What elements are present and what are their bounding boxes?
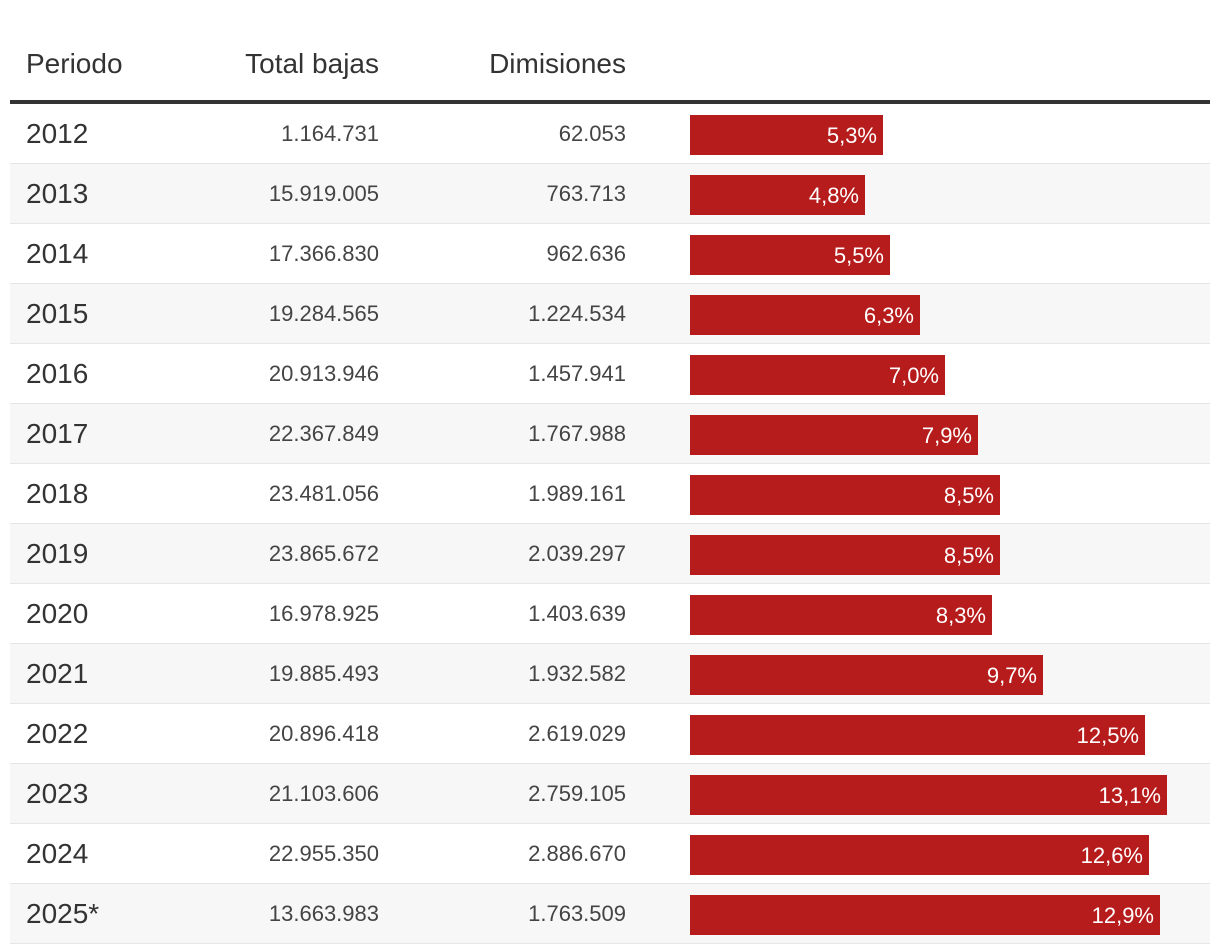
- table-row: 2023 21.103.606 2.759.105 13,1%: [10, 764, 1210, 824]
- period-cell: 2018: [26, 478, 89, 509]
- table-row: 2019 23.865.672 2.039.297 8,5%: [10, 524, 1210, 584]
- total-bajas-cell: 22.367.849: [268, 421, 379, 446]
- table-row: 2022 20.896.418 2.619.029 12,5%: [10, 704, 1210, 764]
- table-row: 2024 22.955.350 2.886.670 12,6%: [10, 824, 1210, 884]
- total-bajas-cell: 23.865.672: [268, 541, 379, 566]
- pct-bar-label: 8,5%: [943, 543, 994, 568]
- total-bajas-cell: 15.919.005: [268, 181, 379, 206]
- period-cell: 2012: [26, 118, 89, 149]
- table-header: Periodo Total bajas Dimisiones: [10, 0, 1210, 104]
- dimisiones-cell: 2.039.297: [528, 541, 626, 566]
- period-cell: 2020: [26, 598, 89, 629]
- period-cell: 2015: [26, 298, 89, 329]
- dimisiones-cell: 62.053: [558, 121, 626, 146]
- total-bajas-cell: 20.896.418: [268, 721, 379, 746]
- pct-bar-label: 12,5%: [1076, 723, 1139, 748]
- pct-bar: 8,3%: [690, 595, 992, 635]
- dimisiones-cell: 1.989.161: [528, 481, 626, 506]
- total-bajas-cell: 19.284.565: [268, 301, 379, 326]
- dimisiones-cell: 1.767.988: [528, 421, 626, 446]
- pct-bar-label: 6,3%: [863, 303, 914, 328]
- pct-bar: 9,7%: [690, 655, 1043, 695]
- pct-bar: 6,3%: [690, 295, 920, 335]
- pct-bar-label: 7,9%: [921, 423, 972, 448]
- pct-bar: 12,6%: [690, 835, 1149, 875]
- total-bajas-cell: 16.978.925: [268, 601, 379, 626]
- pct-bar-label: 4,8%: [808, 183, 859, 208]
- pct-bar: 5,5%: [690, 235, 890, 275]
- total-bajas-cell: 21.103.606: [268, 781, 379, 806]
- pct-bar: 5,3%: [690, 115, 883, 155]
- period-cell: 2022: [26, 718, 89, 749]
- period-cell: 2013: [26, 178, 89, 209]
- table-row: 2018 23.481.056 1.989.161 8,5%: [10, 464, 1210, 524]
- dimisiones-cell: 1.763.509: [528, 901, 626, 926]
- period-cell: 2021: [26, 658, 89, 689]
- table-row: 2025* 13.663.983 1.763.509 12,9%: [10, 884, 1210, 944]
- dimisiones-cell: 763.713: [546, 181, 626, 206]
- pct-bar-label: 9,7%: [986, 663, 1037, 688]
- header-period: Periodo: [26, 48, 123, 79]
- total-bajas-cell: 19.885.493: [268, 661, 379, 686]
- table-row: 2020 16.978.925 1.403.639 8,3%: [10, 584, 1210, 644]
- total-bajas-cell: 20.913.946: [268, 361, 379, 386]
- table-row: 2012 1.164.731 62.053 5,3%: [10, 104, 1210, 164]
- table-row: 2013 15.919.005 763.713 4,8%: [10, 164, 1210, 224]
- header-dimisiones: Dimisiones: [489, 48, 626, 79]
- period-cell: 2017: [26, 418, 89, 449]
- dimisiones-cell: 1.224.534: [528, 301, 626, 326]
- pct-bar: 12,9%: [690, 895, 1160, 935]
- total-bajas-cell: 1.164.731: [281, 121, 379, 146]
- pct-bar: 4,8%: [690, 175, 865, 215]
- table-row: 2015 19.284.565 1.224.534 6,3%: [10, 284, 1210, 344]
- pct-bar: 13,1%: [690, 775, 1167, 815]
- table-row: 2016 20.913.946 1.457.941 7,0%: [10, 344, 1210, 404]
- pct-bar-label: 12,9%: [1091, 903, 1154, 928]
- pct-bar: 8,5%: [690, 535, 1000, 575]
- header-total-bajas: Total bajas: [245, 48, 379, 79]
- table-row: 2014 17.366.830 962.636 5,5%: [10, 224, 1210, 284]
- dimisiones-cell: 1.403.639: [528, 601, 626, 626]
- pct-bar: 7,0%: [690, 355, 945, 395]
- pct-bar: 7,9%: [690, 415, 978, 455]
- total-bajas-cell: 23.481.056: [268, 481, 379, 506]
- pct-bar-label: 8,5%: [943, 483, 994, 508]
- dimisiones-cell: 1.932.582: [528, 661, 626, 686]
- dimisiones-cell: 1.457.941: [528, 361, 626, 386]
- total-bajas-cell: 22.955.350: [268, 841, 379, 866]
- period-cell: 2024: [26, 838, 89, 869]
- pct-bar-label: 8,3%: [935, 603, 986, 628]
- period-cell: 2025*: [26, 898, 100, 929]
- period-cell: 2014: [26, 238, 89, 269]
- pct-bar-label: 7,0%: [888, 363, 939, 388]
- table-row: 2021 19.885.493 1.932.582 9,7%: [10, 644, 1210, 704]
- pct-bar: 12,5%: [690, 715, 1145, 755]
- pct-bar-label: 13,1%: [1098, 783, 1161, 808]
- pct-bar: 8,5%: [690, 475, 1000, 515]
- dimisiones-cell: 2.619.029: [528, 721, 626, 746]
- period-cell: 2023: [26, 778, 89, 809]
- dimisiones-cell: 2.759.105: [528, 781, 626, 806]
- total-bajas-cell: 13.663.983: [268, 901, 379, 926]
- pct-bar-label: 5,5%: [833, 243, 884, 268]
- pct-bar-label: 5,3%: [826, 123, 877, 148]
- dimisiones-cell: 2.886.670: [528, 841, 626, 866]
- dimisiones-cell: 962.636: [546, 241, 626, 266]
- period-cell: 2019: [26, 538, 89, 569]
- pct-bar-label: 12,6%: [1080, 843, 1143, 868]
- period-cell: 2016: [26, 358, 89, 389]
- resignations-table: Periodo Total bajas Dimisiones 2012 1.164…: [10, 0, 1210, 944]
- table-row: 2017 22.367.849 1.767.988 7,9%: [10, 404, 1210, 464]
- table-body: 2012 1.164.731 62.053 5,3% 2013 15.919.005 763…: [10, 104, 1210, 944]
- total-bajas-cell: 17.366.830: [268, 241, 379, 266]
